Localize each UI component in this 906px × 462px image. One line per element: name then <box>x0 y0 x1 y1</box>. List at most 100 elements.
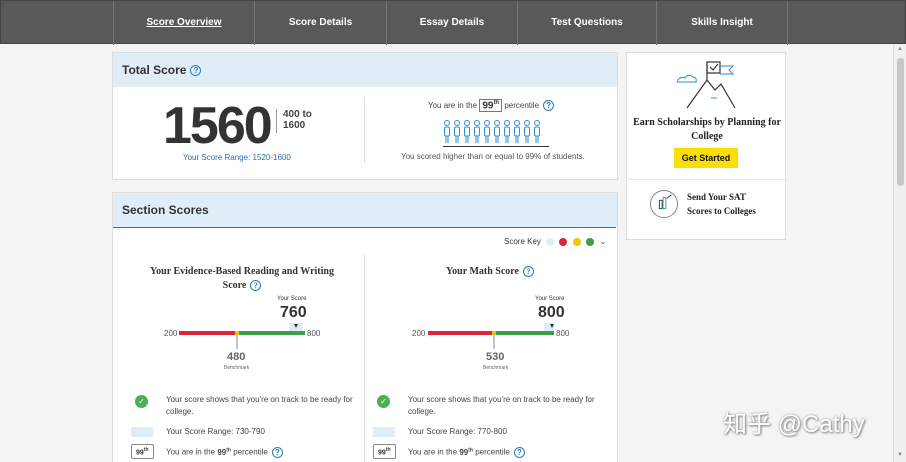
percentile-suffix: percentile <box>504 100 540 110</box>
side-divider <box>627 179 787 180</box>
math-pct-value: 99 <box>378 449 386 457</box>
total-score-scale: 400 to 1600 <box>283 109 312 131</box>
rw-max: 800 <box>307 329 321 338</box>
check-icon: ✓ <box>377 395 390 408</box>
section-scores-card: Section Scores Score Key ⌄ Your Evidence… <box>112 192 618 462</box>
math-max: 800 <box>556 329 570 338</box>
math-pct-prefix: You are in the <box>408 447 458 457</box>
math-pct-bold-sup: th <box>468 447 473 453</box>
math-pct-suffix: percentile <box>475 447 510 457</box>
math-score-gauge <box>428 323 554 349</box>
side-panel: Earn Scholarships by Planning for Colleg… <box>626 52 787 240</box>
get-started-button[interactable]: Get Started <box>674 148 738 168</box>
people-baseline <box>443 146 549 147</box>
math-title: Your Math Score? <box>375 265 605 279</box>
math-pct-bold: 99 <box>459 447 469 457</box>
promo-title: Earn Scholarships by Planning for Colleg… <box>633 117 781 142</box>
scroll-up-icon[interactable]: ▲ <box>897 46 903 52</box>
tab-label: Score Overview <box>146 17 222 28</box>
mountain-flag-icon <box>676 61 736 109</box>
rw-score-value: 760 <box>280 304 307 321</box>
rw-ready-note: Your score shows that you're on track to… <box>166 395 353 416</box>
rw-title-text: Your Evidence-Based Reading and Writing … <box>150 266 334 291</box>
math-percentile-note: You are in the 99th percentile? <box>408 444 525 459</box>
score-key[interactable]: Score Key ⌄ <box>504 236 607 247</box>
send-scores-link[interactable]: Send Your SAT Scores to Colleges <box>687 192 756 216</box>
math-ready-note: Your score shows that you're on track to… <box>408 395 595 416</box>
tab-score-overview[interactable]: Score Overview <box>113 1 255 45</box>
chevron-down-icon[interactable]: ⌄ <box>599 236 607 246</box>
total-score-header: Total Score? <box>113 53 617 87</box>
rw-range-note: Your Score Range: 730-790 <box>166 427 265 436</box>
math-title-text: Your Math Score <box>446 266 519 277</box>
percentile-prefix: You are in the <box>428 100 478 110</box>
your-score-range: Your Score Range: 1520-1600 <box>183 153 291 162</box>
vertical-divider <box>364 97 365 163</box>
percentile-badge: 99th <box>479 99 503 113</box>
scroll-down-icon[interactable]: ▼ <box>897 452 903 458</box>
total-score-value: 1560 <box>163 97 273 155</box>
check-icon: ✓ <box>135 395 148 408</box>
tab-test-questions[interactable]: Test Questions <box>518 1 657 45</box>
rw-pct-suffix: percentile <box>233 447 268 457</box>
total-score-title: Total Score <box>122 63 187 77</box>
rw-range-swatch <box>131 427 153 437</box>
help-icon[interactable]: ? <box>271 447 283 459</box>
key-dot-red <box>559 237 568 246</box>
rw-score-gauge <box>179 323 305 349</box>
section-scores-title: Section Scores <box>122 203 209 217</box>
page-scrollbar[interactable]: ▲ ▼ <box>893 44 906 462</box>
rw-pct-prefix: You are in the <box>166 447 216 457</box>
percentile-note: You scored higher than or equal to 99% o… <box>401 152 585 161</box>
rw-min: 200 <box>164 329 178 338</box>
score-key-label: Score Key <box>504 237 541 246</box>
scale-high: 1600 <box>283 120 306 131</box>
range-value: 1520-1600 <box>252 153 291 162</box>
rw-percentile-note: You are in the 99th percentile? <box>166 444 283 459</box>
help-icon[interactable]: ? <box>543 100 555 112</box>
help-icon[interactable]: ? <box>513 447 525 459</box>
rw-benchmark-value: 480 <box>227 351 246 363</box>
math-benchmark-value: 530 <box>486 351 505 363</box>
rw-pct-sup: th <box>143 447 149 453</box>
range-label: Your Score Range: <box>183 153 251 162</box>
help-icon[interactable]: ? <box>250 280 262 292</box>
key-dot-range <box>546 237 555 246</box>
watermark-text: 知乎 @Cathy <box>723 411 865 438</box>
tab-essay-details[interactable]: Essay Details <box>387 1 518 45</box>
math-min: 200 <box>412 329 426 338</box>
math-range-note: Your Score Range: 770-800 <box>408 427 507 436</box>
math-percentile-badge: 99th <box>373 444 396 460</box>
percentile-value: 99 <box>482 100 494 112</box>
section-scores-header: Section Scores <box>113 193 617 227</box>
percentile-sup: th <box>493 100 500 106</box>
total-score-card: Total Score? 1560 400 to 1600 Your Score… <box>112 52 618 180</box>
rw-pct-bold-sup: th <box>226 447 231 453</box>
math-pct-sup: th <box>385 447 391 453</box>
tab-skills-insight[interactable]: Skills Insight <box>657 1 788 45</box>
math-score-value: 800 <box>538 304 565 321</box>
rw-pct-value: 99 <box>136 449 144 457</box>
percentile-line: You are in the 99th percentile? <box>428 99 555 113</box>
top-nav: Score Overview Score Details Essay Detai… <box>0 0 906 45</box>
help-icon[interactable]: ? <box>190 65 202 77</box>
key-dot-yellow <box>572 237 581 246</box>
math-your-score-label: Your Score <box>535 296 565 302</box>
column-divider <box>364 255 365 462</box>
send-scores-icon[interactable] <box>650 190 678 218</box>
header-rule <box>113 227 616 228</box>
key-dot-green <box>585 237 594 246</box>
rw-pct-bold: 99 <box>217 447 227 457</box>
rw-title: Your Evidence-Based Reading and Writing … <box>137 265 347 293</box>
math-range-swatch <box>373 427 395 437</box>
help-icon[interactable]: ? <box>522 266 534 278</box>
tab-label: Skills Insight <box>691 17 753 28</box>
rw-benchmark-label: Benchmark <box>224 365 250 371</box>
range-divider <box>276 109 277 133</box>
people-icon <box>444 120 540 143</box>
tab-label: Score Details <box>288 17 353 28</box>
scrollbar-thumb[interactable] <box>897 58 904 186</box>
tab-label: Test Questions <box>551 17 623 28</box>
tab-score-details[interactable]: Score Details <box>255 1 387 45</box>
rw-your-score-label: Your Score <box>277 296 307 302</box>
